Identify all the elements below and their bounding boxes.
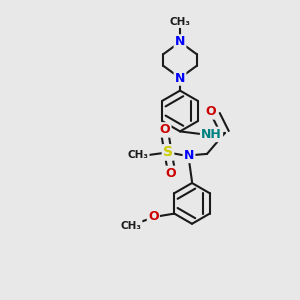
Text: O: O bbox=[205, 105, 216, 119]
Text: O: O bbox=[160, 123, 170, 136]
Text: NH: NH bbox=[201, 128, 222, 141]
Text: O: O bbox=[166, 167, 176, 180]
Text: CH₃: CH₃ bbox=[169, 17, 190, 27]
Text: CH₃: CH₃ bbox=[120, 220, 141, 231]
Text: S: S bbox=[163, 146, 173, 159]
Text: N: N bbox=[184, 149, 194, 162]
Text: N: N bbox=[175, 35, 185, 49]
Text: O: O bbox=[148, 210, 159, 223]
Text: N: N bbox=[175, 71, 185, 85]
Text: CH₃: CH₃ bbox=[128, 150, 148, 161]
